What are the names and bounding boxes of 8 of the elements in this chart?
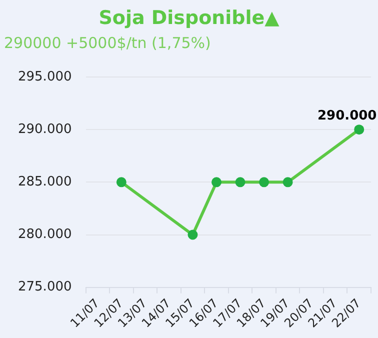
y-tick-label: 285.000: [18, 174, 72, 190]
y-tick-label: 295.000: [18, 69, 72, 84]
y-tick-label: 280.000: [18, 227, 72, 242]
y-tick-label: 275.000: [18, 280, 72, 295]
data-label: 290.000: [318, 108, 377, 124]
chart-title: Soja Disponible▲: [98, 7, 280, 29]
y-tick-label: 290.000: [18, 122, 72, 137]
chart-subtitle: 290000 +5000$/tn (1,75%): [4, 34, 211, 52]
